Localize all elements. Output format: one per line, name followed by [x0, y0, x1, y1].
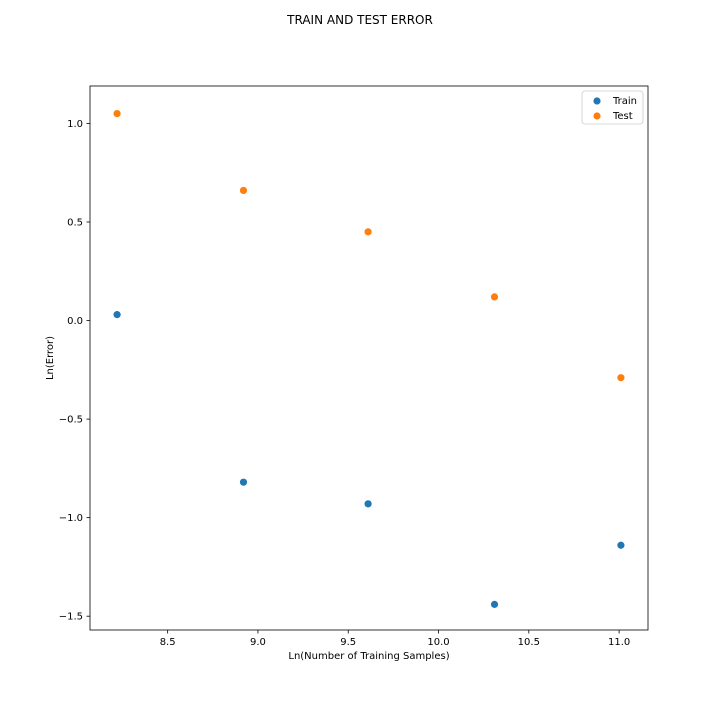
y-tick-label: 0.5	[67, 218, 83, 229]
x-tick-label: 10.5	[518, 637, 540, 648]
data-point-test	[239, 186, 248, 195]
plot-frame	[89, 85, 649, 631]
data-points	[113, 109, 625, 608]
data-point-train	[239, 478, 248, 486]
legend-label-train: Train	[612, 96, 637, 107]
x-axis-label: Ln(Number of Training Samples)	[288, 651, 449, 662]
legend: Train Test	[581, 90, 644, 125]
y-tick-label: −1.5	[59, 612, 83, 623]
data-point-train	[617, 541, 625, 549]
data-point-train	[113, 311, 121, 319]
y-axis-label: Ln(Error)	[45, 336, 56, 380]
legend-label-test: Test	[612, 111, 633, 122]
y-tick-label: −0.5	[59, 415, 83, 426]
chart-title: TRAIN AND TEST ERROR	[286, 13, 433, 27]
legend-marker-train	[593, 97, 601, 105]
data-point-train	[490, 600, 499, 608]
data-point-test	[113, 109, 121, 118]
y-tick-label: 1.0	[67, 119, 83, 130]
x-axis-ticks: 8.5 9.0 9.5 10.0 10.5 11.0	[160, 630, 630, 648]
data-point-test	[364, 228, 372, 236]
plot-area: 8.5 9.0 9.5 10.0 10.5 11.0 −1.5 −1.0 −0.5 0.0 0.5…	[59, 85, 649, 648]
y-tick-label: 0.0	[67, 316, 83, 327]
x-tick-label: 11.0	[608, 637, 630, 648]
y-tick-label: −1.0	[59, 513, 83, 524]
x-tick-label: 9.5	[340, 637, 356, 648]
data-point-test	[490, 293, 499, 301]
x-tick-label: 8.5	[160, 637, 176, 648]
y-axis-ticks: −1.5 −1.0 −0.5 0.0 0.5 1.0	[59, 119, 90, 623]
data-point-test	[617, 374, 625, 382]
legend-marker-test	[593, 112, 601, 120]
x-tick-label: 9.0	[250, 637, 266, 648]
x-tick-label: 10.0	[427, 637, 449, 648]
data-point-train	[364, 500, 372, 508]
